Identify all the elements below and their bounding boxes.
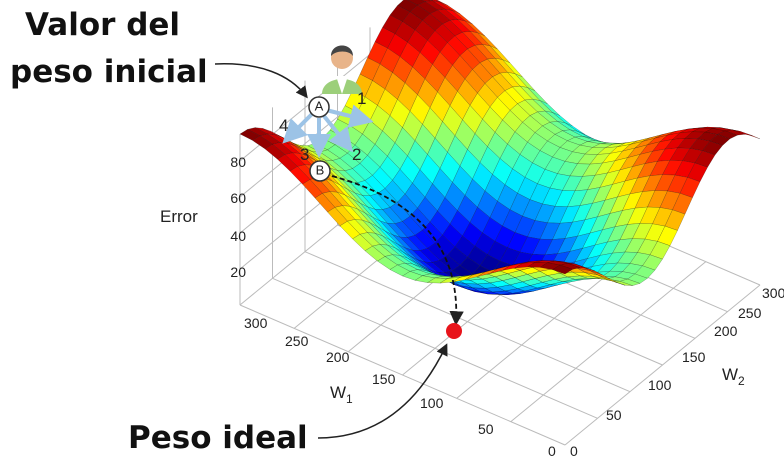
pointer-arrow xyxy=(215,64,306,96)
w2-tick-label: 250 xyxy=(738,305,762,321)
z-tick-label: 40 xyxy=(230,228,246,244)
z-tick-label: 80 xyxy=(230,154,246,170)
point-a-label: A xyxy=(315,98,324,113)
w1-tick-label: 250 xyxy=(285,333,309,349)
w1-tick-label: 100 xyxy=(420,395,444,411)
initial-weight-label: Valor del xyxy=(25,7,180,43)
w1-tick-label: 300 xyxy=(244,315,268,331)
w2-tick-label: 200 xyxy=(714,323,738,339)
person-icon xyxy=(322,46,362,95)
diagram: 8060402030025020015010050005010015020025… xyxy=(0,0,784,462)
z-axis-label: Error xyxy=(160,207,198,226)
z-tick-label: 60 xyxy=(230,190,246,206)
w1-tick-label: 0 xyxy=(548,443,556,459)
w1-axis-label: W1 xyxy=(330,383,353,406)
w1-tick-label: 150 xyxy=(372,371,396,387)
direction-label: 4 xyxy=(279,116,288,135)
w1-tick-label: 50 xyxy=(478,421,494,437)
z-tick-label: 20 xyxy=(230,264,246,280)
w2-axis-label: W2 xyxy=(722,365,745,388)
minimum-point xyxy=(446,323,462,339)
w1-tick-label: 200 xyxy=(326,349,350,365)
direction-label: 1 xyxy=(357,89,366,108)
w2-tick-label: 150 xyxy=(682,349,706,365)
direction-label: 2 xyxy=(352,145,361,164)
w2-tick-label: 300 xyxy=(762,285,784,301)
w2-tick-label: 100 xyxy=(648,377,672,393)
w2-tick-label: 50 xyxy=(606,407,622,423)
point-b-label: B xyxy=(316,162,325,177)
ideal-weight-label: Peso ideal xyxy=(128,420,308,456)
direction-label: 3 xyxy=(300,145,309,164)
w2-tick-label: 0 xyxy=(570,443,578,459)
initial-weight-label: peso inicial xyxy=(10,54,208,90)
